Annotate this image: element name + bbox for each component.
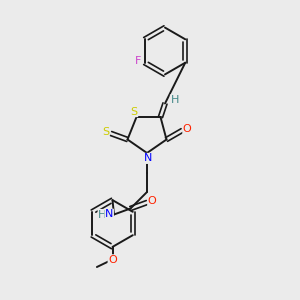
Text: N: N	[105, 209, 113, 219]
Text: H: H	[98, 209, 106, 220]
Text: F: F	[135, 56, 141, 66]
Text: O: O	[148, 196, 157, 206]
Text: N: N	[144, 153, 153, 164]
Text: O: O	[108, 255, 117, 265]
Text: S: S	[130, 106, 138, 117]
Text: H: H	[170, 95, 179, 105]
Text: S: S	[102, 127, 109, 137]
Text: O: O	[183, 124, 192, 134]
